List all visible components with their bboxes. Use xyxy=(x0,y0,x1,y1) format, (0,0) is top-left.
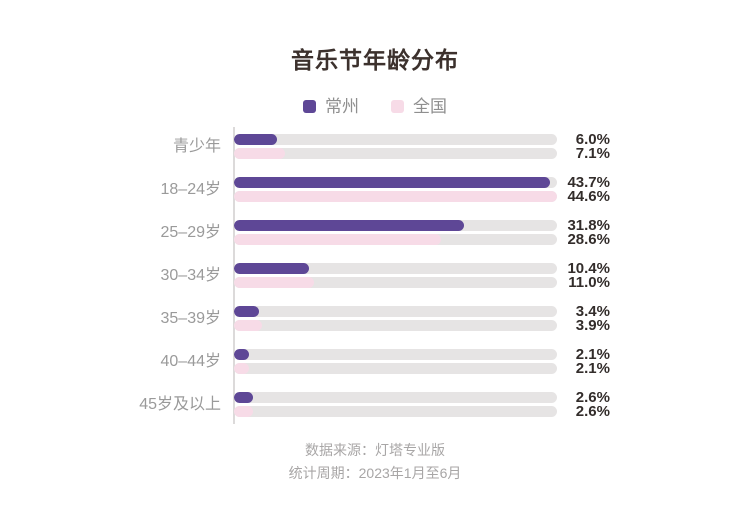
value-label-常州: 43.7% xyxy=(567,174,610,191)
category-label: 25–29岁 xyxy=(160,223,222,241)
bar-fill-常州 xyxy=(234,392,253,403)
bar-group xyxy=(234,177,557,202)
bar-track xyxy=(234,220,557,231)
bar-fill-全国 xyxy=(234,363,250,374)
bar-track xyxy=(234,191,557,202)
chart-row: 45岁及以上 2.6% 2.6% xyxy=(0,389,750,420)
legend-item-changzhou: 常州 xyxy=(303,98,359,115)
bar-group xyxy=(234,220,557,245)
bar-fill-常州 xyxy=(234,263,310,274)
chart-row: 30–34岁 10.4% 11.0% xyxy=(0,260,750,291)
value-labels: 10.4% 11.0% xyxy=(557,260,610,291)
bar-fill-常州 xyxy=(234,134,278,145)
chart-footer: 数据来源：灯塔专业版 统计周期：2023年1月至6月 xyxy=(0,441,750,482)
data-source-note: 数据来源：灯塔专业版 xyxy=(305,442,445,458)
bar-group xyxy=(234,263,557,288)
chart-row: 18–24岁 43.7% 44.6% xyxy=(0,174,750,205)
value-label-全国: 3.9% xyxy=(575,317,610,334)
bar-chart: 青少年 6.0% 7.1% 18–24岁 43.7% 44.6% 25–29岁 31.8% 28… xyxy=(0,127,750,424)
chart-row: 青少年 6.0% 7.1% xyxy=(0,131,750,162)
chart-row: 25–29岁 31.8% 28.6% xyxy=(0,217,750,248)
category-label: 35–39岁 xyxy=(160,309,222,327)
bar-track xyxy=(234,363,557,374)
bar-fill-全国 xyxy=(234,277,314,288)
legend-label-changzhou: 常州 xyxy=(325,96,359,116)
bar-fill-常州 xyxy=(234,220,465,231)
bar-fill-常州 xyxy=(234,177,551,188)
bar-group xyxy=(234,392,557,417)
bar-group xyxy=(234,349,557,374)
value-labels: 3.4% 3.9% xyxy=(557,303,610,334)
bar-fill-全国 xyxy=(234,320,263,331)
bar-track xyxy=(234,234,557,245)
value-labels: 31.8% 28.6% xyxy=(557,217,610,248)
bar-track xyxy=(234,177,557,188)
value-label-常州: 31.8% xyxy=(567,217,610,234)
value-label-常州: 6.0% xyxy=(575,131,610,148)
value-labels: 43.7% 44.6% xyxy=(557,174,610,205)
legend: 常州 全国 xyxy=(0,96,750,116)
bar-fill-全国 xyxy=(234,406,253,417)
value-label-全国: 11.0% xyxy=(568,274,610,291)
stat-period-note: 统计周期：2023年1月至6月 xyxy=(288,465,462,481)
value-label-常州: 2.6% xyxy=(575,389,610,406)
category-label: 青少年 xyxy=(172,137,221,155)
category-label: 30–34岁 xyxy=(160,266,222,284)
bar-fill-常州 xyxy=(234,306,259,317)
category-label: 18–24岁 xyxy=(160,180,222,198)
bar-track xyxy=(234,320,557,331)
value-labels: 2.6% 2.6% xyxy=(557,389,610,420)
value-label-全国: 28.6% xyxy=(567,231,610,248)
legend-swatch-national xyxy=(391,99,404,113)
bar-track xyxy=(234,349,557,360)
bar-fill-全国 xyxy=(234,191,557,202)
value-label-常州: 10.4% xyxy=(567,260,610,277)
bar-track xyxy=(234,134,557,145)
chart-row: 40–44岁 2.1% 2.1% xyxy=(0,346,750,377)
legend-item-national: 全国 xyxy=(391,98,447,115)
value-labels: 2.1% 2.1% xyxy=(557,346,610,377)
chart-row: 35–39岁 3.4% 3.9% xyxy=(0,303,750,334)
bar-track xyxy=(234,406,557,417)
value-label-全国: 44.6% xyxy=(567,188,610,205)
chart-rows: 青少年 6.0% 7.1% 18–24岁 43.7% 44.6% 25–29岁 31.8% 28… xyxy=(0,127,750,424)
category-label: 40–44岁 xyxy=(160,352,222,370)
bar-fill-常州 xyxy=(234,349,250,360)
value-labels: 6.0% 7.1% xyxy=(557,131,610,162)
bar-track xyxy=(234,306,557,317)
legend-label-national: 全国 xyxy=(413,96,447,116)
value-label-常州: 3.4% xyxy=(575,303,610,320)
bar-track xyxy=(234,277,557,288)
category-label: 45岁及以上 xyxy=(139,395,221,413)
bar-group xyxy=(234,306,557,331)
bar-group xyxy=(234,134,557,159)
legend-swatch-changzhou xyxy=(303,99,316,113)
bar-track xyxy=(234,148,557,159)
bar-fill-全国 xyxy=(234,148,286,159)
chart-title: 音乐节年龄分布 xyxy=(291,47,459,73)
bar-track xyxy=(234,263,557,274)
value-label-常州: 2.1% xyxy=(575,346,610,363)
bar-track xyxy=(234,392,557,403)
value-label-全国: 2.1% xyxy=(575,360,610,377)
value-label-全国: 7.1% xyxy=(575,145,610,162)
bar-fill-全国 xyxy=(234,234,442,245)
value-label-全国: 2.6% xyxy=(575,403,610,420)
